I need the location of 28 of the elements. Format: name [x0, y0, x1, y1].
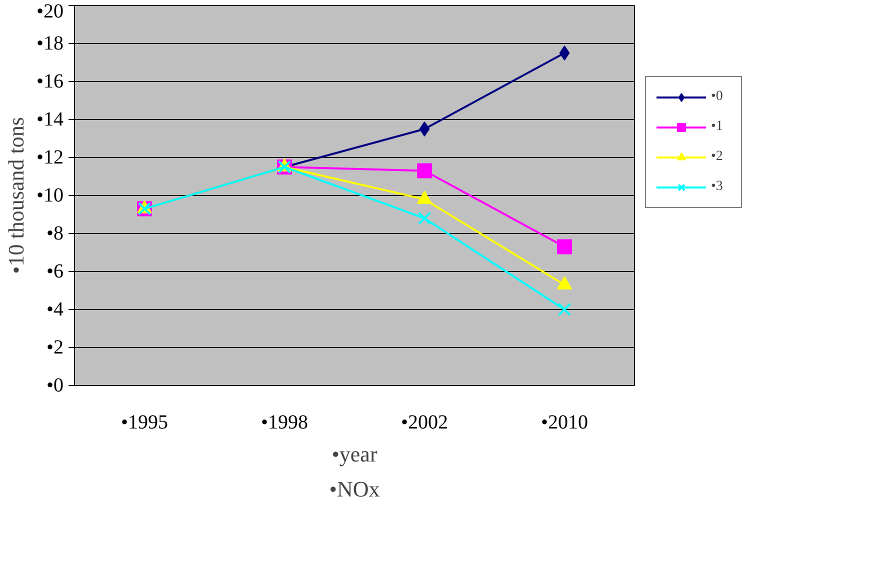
y-tick-label: •0 — [46, 374, 64, 396]
y-tick-label: •14 — [36, 108, 64, 130]
point — [418, 212, 432, 225]
y-tick-label: •16 — [36, 70, 64, 92]
legend-label: •3 — [711, 179, 724, 195]
legend-label: •2 — [711, 149, 724, 165]
point — [558, 302, 572, 316]
y-tick-label: •20 — [36, 0, 64, 22]
y-axis-title: •10 thousand tons — [4, 117, 28, 274]
y-tick-label: •10 — [36, 184, 64, 206]
text: •NOx — [329, 476, 380, 502]
point — [417, 163, 432, 178]
y-tick-label: •8 — [46, 222, 64, 244]
y-tick-label: •2 — [46, 336, 64, 358]
y-tick-label: •6 — [46, 260, 64, 282]
x-axis-title: •year — [332, 442, 378, 466]
x-tick-label: •2002 — [401, 412, 448, 434]
point — [419, 122, 430, 136]
x-tick-label: •2010 — [541, 412, 588, 434]
y-tick-label: •12 — [36, 146, 64, 168]
x-tick-label: •1998 — [261, 412, 308, 434]
y-tick-label: •4 — [46, 298, 64, 320]
x-tick-label: •1995 — [121, 412, 168, 434]
legend-label: •0 — [711, 89, 724, 105]
point — [559, 46, 570, 60]
legend-label: •1 — [711, 119, 724, 135]
y-tick-label: •18 — [36, 32, 64, 54]
point — [557, 239, 572, 254]
